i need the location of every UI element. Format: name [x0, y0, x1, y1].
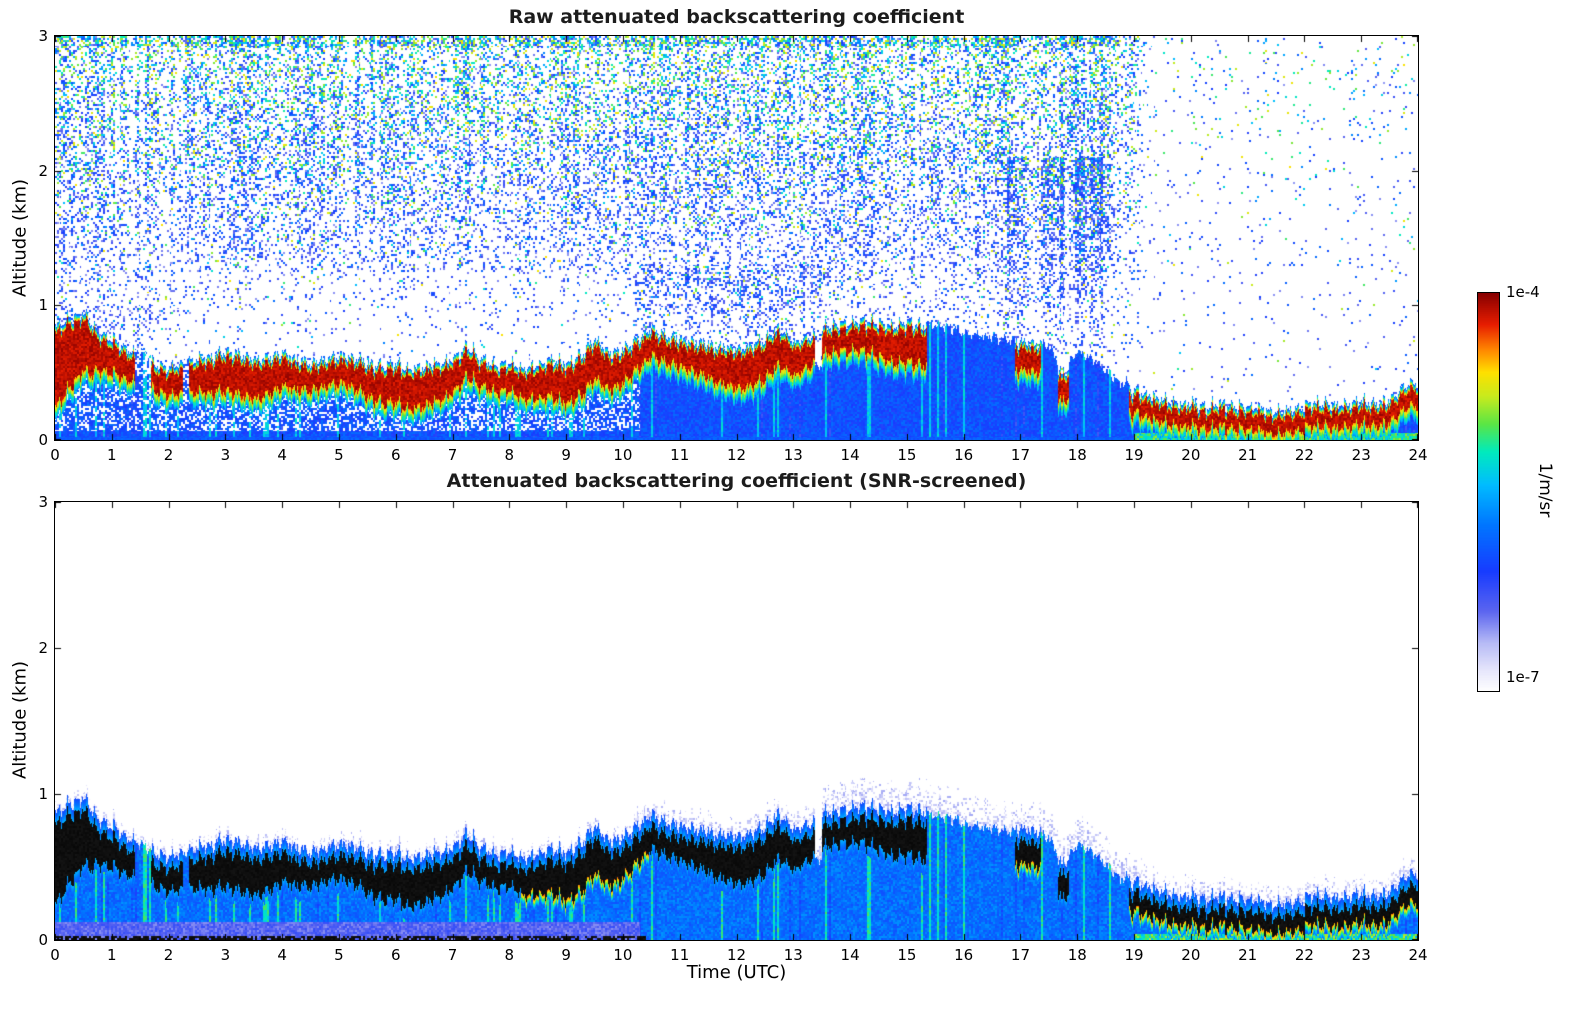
x-tick-label: 13 — [783, 446, 803, 464]
x-tick-label: 20 — [1181, 946, 1201, 964]
x-tick-label: 0 — [50, 946, 60, 964]
y-tick-label: 1 — [38, 296, 48, 315]
x-axis-label: Time (UTC) — [686, 962, 787, 983]
x-tick-label: 9 — [561, 946, 571, 964]
x-tick-label: 7 — [447, 946, 458, 964]
x-tick-label: 19 — [1124, 946, 1144, 964]
x-tick-label: 12 — [726, 946, 747, 964]
y-tick-label: 2 — [38, 161, 48, 180]
x-tick-label: 4 — [277, 946, 287, 964]
x-tick-label: 21 — [1238, 446, 1258, 464]
x-tick-label: 24 — [1408, 946, 1428, 964]
raw-heatmap-canvas — [55, 36, 1418, 440]
x-tick-label: 15 — [897, 946, 917, 964]
x-tick-label: 24 — [1408, 446, 1428, 464]
screened-heatmap-canvas — [55, 502, 1418, 940]
panel1-y-axis-label: Altitude (km) — [9, 178, 31, 298]
x-tick-label: 6 — [390, 446, 401, 464]
x-tick-label: 2 — [163, 446, 174, 464]
x-tick-label: 3 — [220, 946, 231, 964]
y-tick-label: 0 — [38, 931, 48, 949]
x-tick-label: 12 — [726, 446, 747, 464]
y-tick-label: 0 — [38, 431, 48, 449]
x-tick-label: 21 — [1238, 946, 1258, 964]
x-tick-label: 22 — [1294, 946, 1314, 964]
x-tick-label: 19 — [1124, 446, 1144, 464]
panel1-title: Raw attenuated backscattering coefficien… — [508, 6, 965, 28]
x-tick-label: 2 — [163, 946, 174, 964]
x-tick-label: 17 — [1010, 446, 1030, 464]
panel2-y-axis-label: Altitude (km) — [9, 660, 31, 780]
y-tick-label: 3 — [38, 27, 48, 45]
x-tick-label: 14 — [840, 946, 860, 964]
x-tick-label: 17 — [1010, 946, 1030, 964]
panel2-title: Attenuated backscattering coefficient (S… — [446, 470, 1027, 492]
x-tick-label: 20 — [1181, 446, 1201, 464]
x-tick-label: 23 — [1351, 446, 1371, 464]
x-tick-label: 15 — [897, 446, 917, 464]
x-tick-label: 5 — [334, 946, 344, 964]
y-tick-label: 1 — [38, 785, 48, 803]
x-tick-label: 8 — [504, 446, 515, 464]
x-tick-label: 6 — [390, 946, 401, 964]
colorbar-max-label: 1e-4 — [1506, 283, 1540, 301]
y-tick-label: 2 — [38, 639, 48, 657]
colorbar-unit-label: 1/m/sr — [1535, 462, 1555, 518]
x-tick-label: 5 — [334, 446, 344, 464]
panel1-plot-area — [54, 35, 1419, 441]
x-tick-label: 10 — [613, 446, 633, 464]
x-tick-label: 4 — [277, 446, 287, 464]
x-tick-label: 13 — [783, 946, 803, 964]
colorbar-gradient-canvas — [1478, 293, 1499, 691]
x-tick-label: 3 — [220, 446, 231, 464]
y-tick-label: 3 — [38, 493, 48, 511]
x-tick-label: 14 — [840, 446, 860, 464]
colorbar-min-label: 1e-7 — [1506, 668, 1540, 686]
x-tick-label: 7 — [447, 446, 458, 464]
x-tick-label: 9 — [561, 446, 571, 464]
x-tick-label: 11 — [670, 446, 690, 464]
x-tick-label: 11 — [670, 946, 690, 964]
x-tick-label: 22 — [1294, 446, 1314, 464]
x-tick-label: 1 — [107, 946, 117, 964]
x-tick-label: 10 — [613, 946, 633, 964]
x-tick-label: 16 — [954, 946, 974, 964]
x-tick-label: 8 — [504, 946, 515, 964]
colorbar — [1477, 292, 1500, 692]
x-tick-label: 1 — [107, 446, 117, 464]
x-tick-label: 18 — [1067, 946, 1087, 964]
x-tick-label: 0 — [50, 446, 60, 464]
x-tick-label: 23 — [1351, 946, 1371, 964]
x-tick-label: 16 — [954, 446, 974, 464]
panel2-plot-area — [54, 501, 1419, 941]
x-tick-label: 18 — [1067, 446, 1087, 464]
